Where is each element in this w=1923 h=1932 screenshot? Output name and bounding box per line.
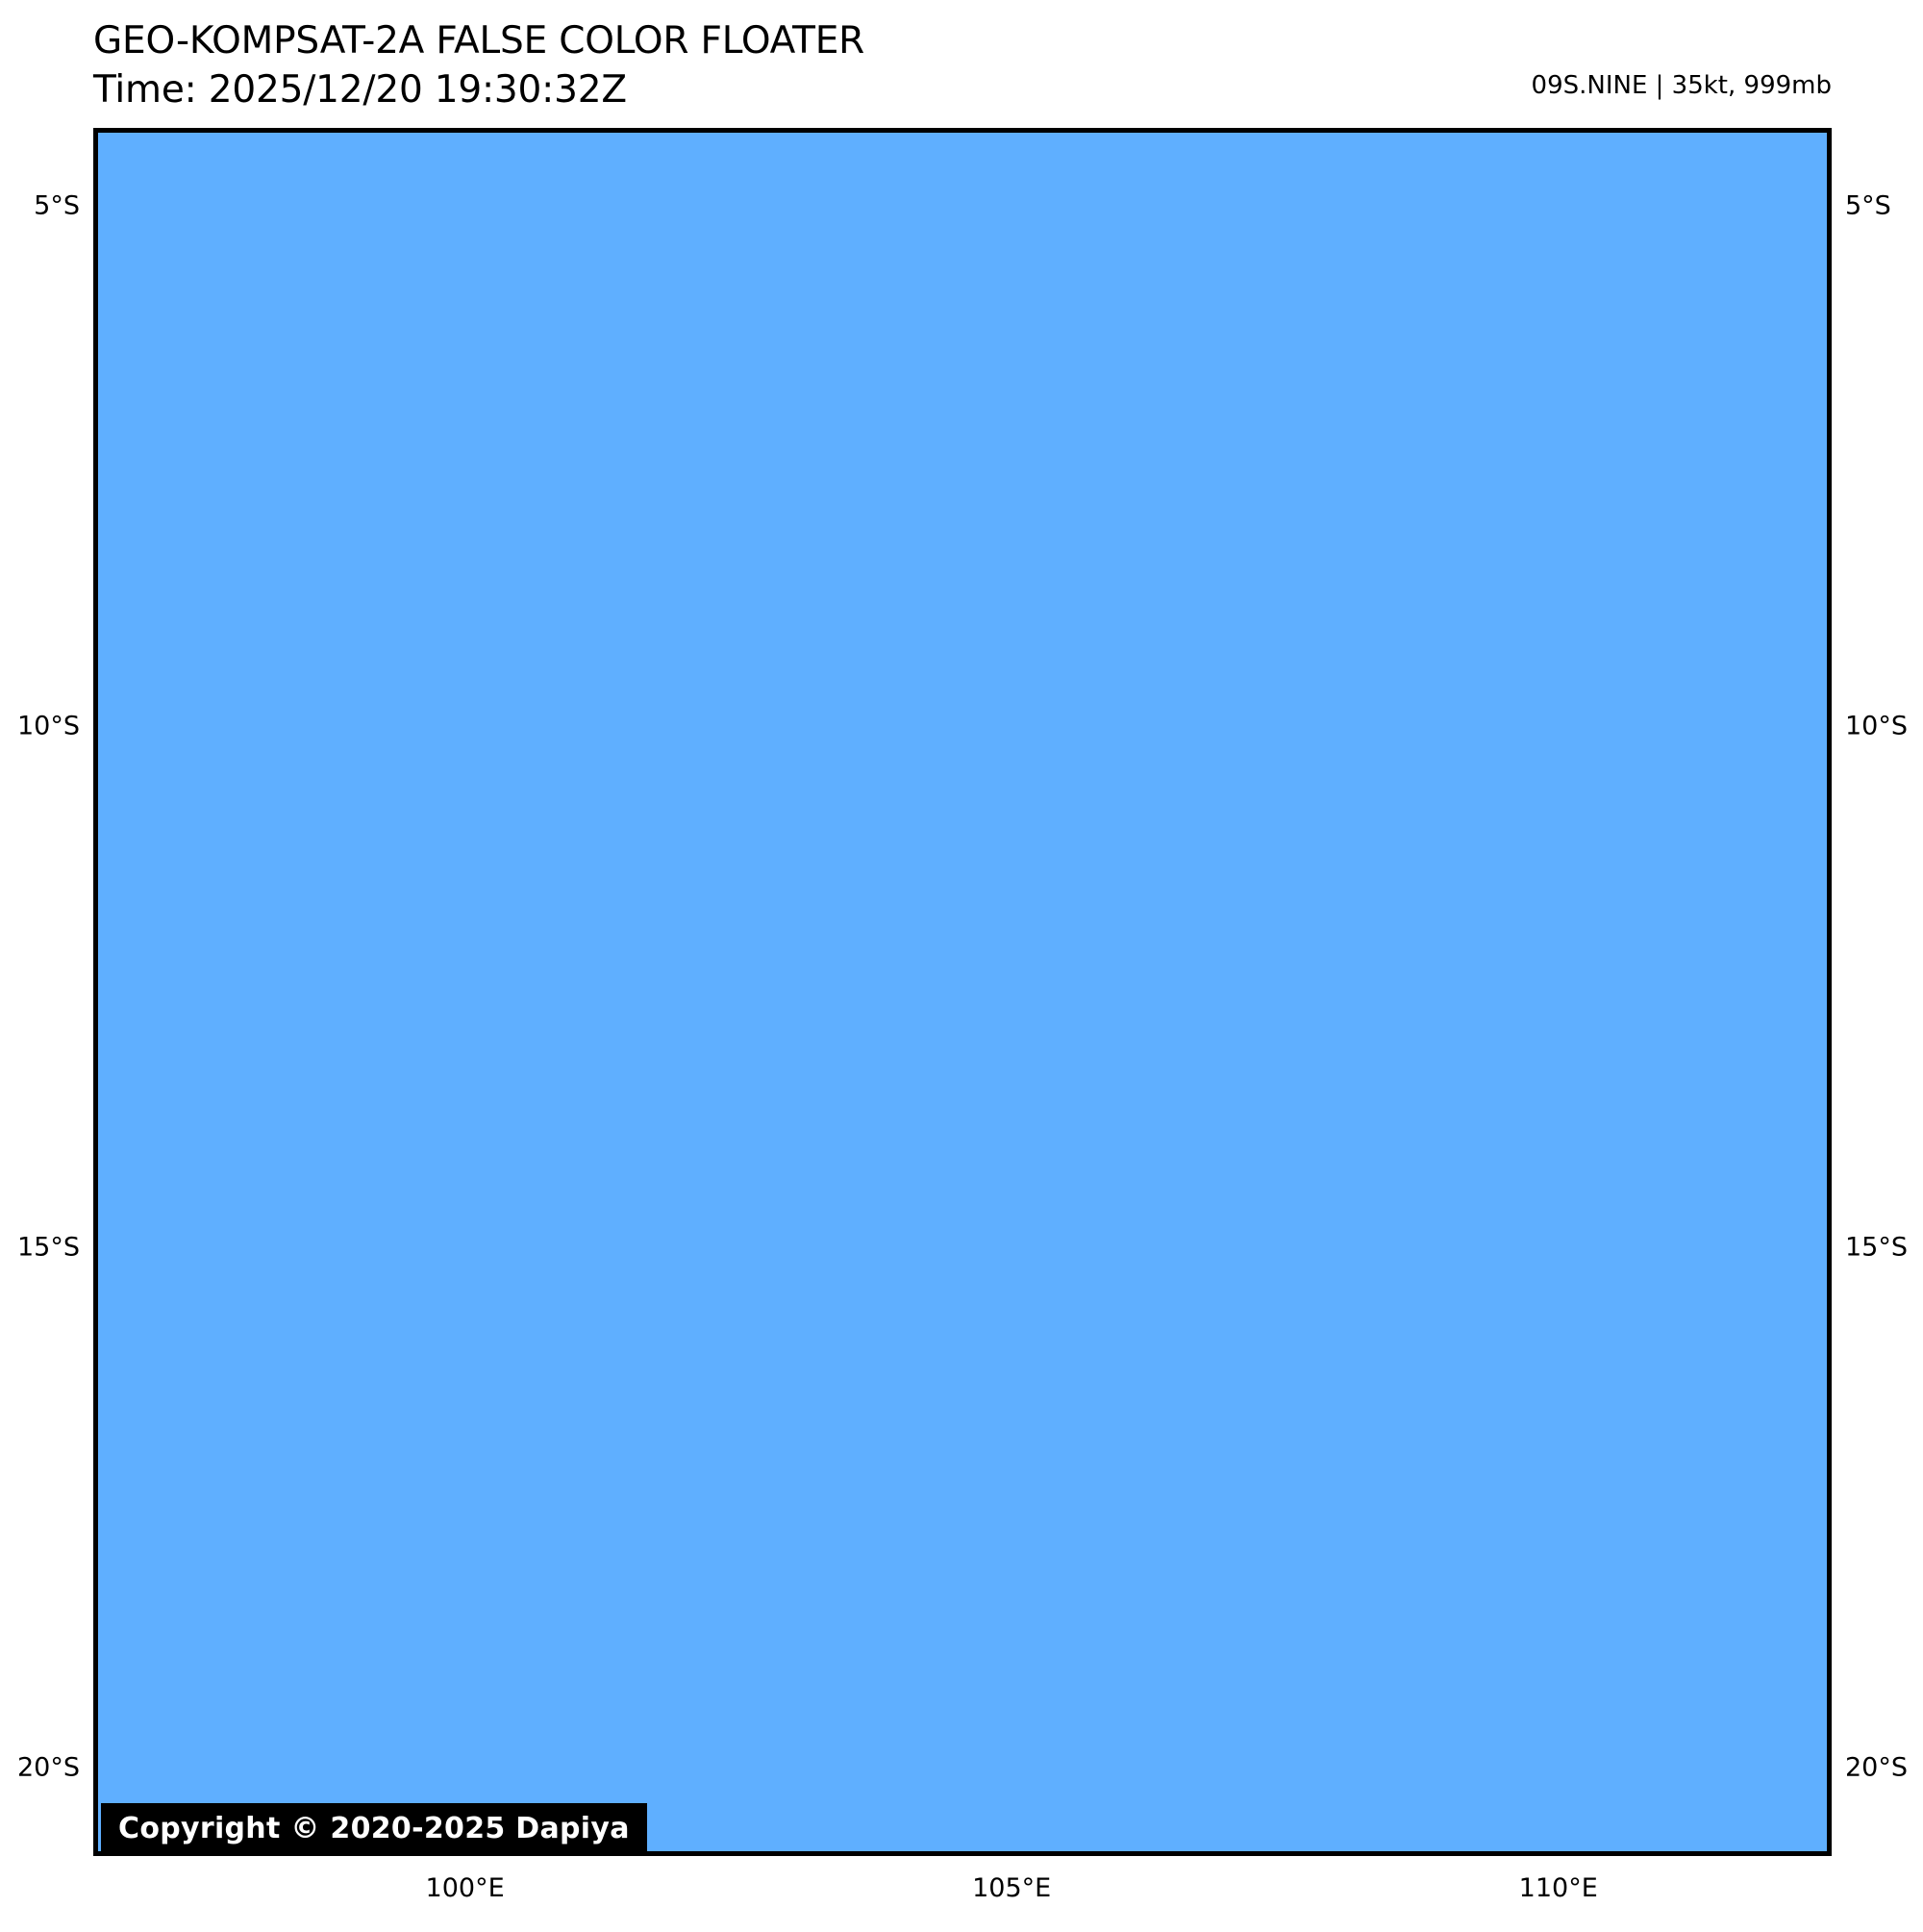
- lat-tick-left-20S: 20°S: [17, 1752, 80, 1783]
- title-block: GEO-KOMPSAT-2A FALSE COLOR FLOATER Time:…: [93, 17, 864, 114]
- timestamp-label: Time: 2025/12/20 19:30:32Z: [93, 67, 627, 112]
- lat-tick-right-5S: 5°S: [1845, 190, 1891, 221]
- lon-tick-100E: 100°E: [425, 1873, 505, 1903]
- page-title: GEO-KOMPSAT-2A FALSE COLOR FLOATER: [93, 19, 865, 63]
- copyright-banner: Copyright © 2020-2025 Dapiya: [101, 1803, 647, 1856]
- lat-tick-right-10S: 10°S: [1845, 711, 1908, 741]
- lon-tick-110E: 110°E: [1518, 1873, 1598, 1903]
- lat-tick-left-5S: 5°S: [34, 190, 80, 221]
- storm-info-label: 09S.NINE | 35kt, 999mb: [1531, 71, 1832, 100]
- lat-tick-right-15S: 15°S: [1845, 1232, 1908, 1263]
- lat-tick-right-20S: 20°S: [1845, 1752, 1908, 1783]
- header: GEO-KOMPSAT-2A FALSE COLOR FLOATER Time:…: [0, 0, 1923, 128]
- satellite-imagery-canvas: [98, 133, 1827, 1851]
- lat-tick-left-10S: 10°S: [17, 711, 80, 741]
- lon-tick-105E: 105°E: [972, 1873, 1052, 1903]
- lat-tick-left-15S: 15°S: [17, 1232, 80, 1263]
- satellite-image-frame: [93, 128, 1832, 1856]
